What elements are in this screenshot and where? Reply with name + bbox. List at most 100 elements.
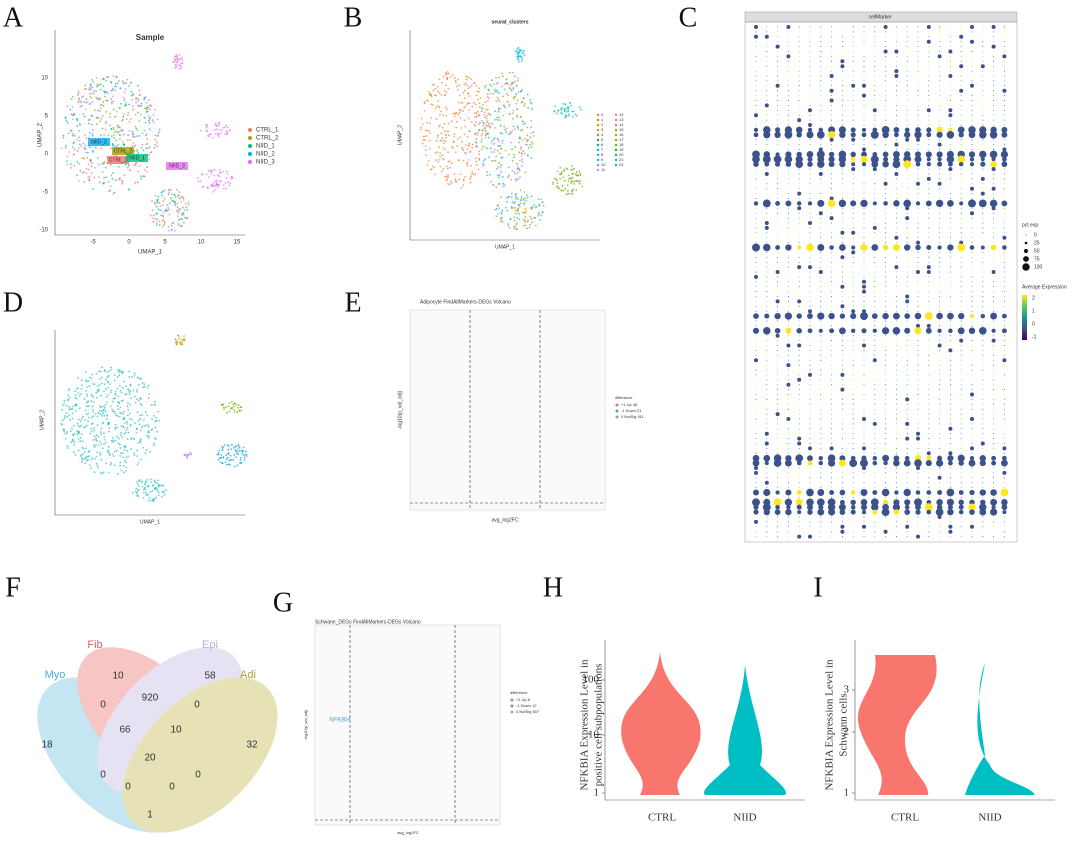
dot xyxy=(243,456,246,459)
dot xyxy=(863,325,865,327)
dot xyxy=(809,26,811,28)
dot xyxy=(895,261,897,263)
dot xyxy=(928,90,930,92)
dot xyxy=(108,370,111,373)
dot xyxy=(831,114,833,116)
dot xyxy=(971,266,973,268)
dot xyxy=(798,487,800,489)
dot xyxy=(755,369,757,371)
dot xyxy=(491,79,493,82)
dot xyxy=(464,176,466,178)
dot xyxy=(991,270,996,274)
dot xyxy=(787,232,789,234)
dot xyxy=(874,60,876,62)
dot xyxy=(82,448,85,450)
dot xyxy=(137,98,140,100)
dot xyxy=(107,381,110,383)
dot xyxy=(158,484,160,487)
dot xyxy=(928,75,930,77)
dot xyxy=(809,286,811,288)
dot xyxy=(85,137,88,140)
dot xyxy=(103,176,105,179)
dot xyxy=(766,60,768,62)
dot xyxy=(928,193,930,195)
dot xyxy=(863,349,865,351)
dot xyxy=(798,423,800,425)
dot xyxy=(990,489,997,496)
dot xyxy=(808,372,812,377)
dot xyxy=(939,291,941,293)
dot xyxy=(112,441,115,443)
dot xyxy=(230,401,233,403)
dot xyxy=(1001,313,1007,319)
dot xyxy=(946,488,955,497)
dot xyxy=(493,151,495,153)
dot xyxy=(863,433,865,435)
dot xyxy=(960,394,962,395)
dot xyxy=(949,467,951,469)
dot xyxy=(764,172,769,176)
dot xyxy=(79,425,81,428)
dot xyxy=(173,193,176,196)
dot xyxy=(958,312,965,320)
dot xyxy=(766,467,768,469)
dot xyxy=(766,281,768,283)
dot xyxy=(777,95,779,97)
dot xyxy=(885,521,887,523)
dot xyxy=(809,472,811,474)
dot xyxy=(122,456,124,459)
dot xyxy=(77,449,80,452)
dot xyxy=(99,405,101,408)
dot xyxy=(125,118,128,121)
dot xyxy=(105,110,108,113)
dot xyxy=(1003,364,1005,366)
dot xyxy=(465,75,468,78)
dot xyxy=(852,281,854,283)
dot xyxy=(874,536,876,538)
dot xyxy=(841,217,843,219)
dot xyxy=(78,395,81,397)
dot xyxy=(928,482,930,484)
dot xyxy=(174,341,177,344)
dot xyxy=(85,447,87,450)
dot xyxy=(74,390,77,393)
dot xyxy=(752,454,760,462)
dot xyxy=(797,377,802,382)
dot xyxy=(232,446,235,449)
dot xyxy=(483,163,485,166)
dot xyxy=(798,413,800,415)
dot xyxy=(143,116,146,119)
dot xyxy=(980,245,985,250)
dot xyxy=(885,291,887,293)
dot xyxy=(798,237,800,239)
dot xyxy=(136,150,139,153)
dot xyxy=(991,460,997,466)
dot xyxy=(939,193,941,195)
dot xyxy=(525,199,528,202)
dot xyxy=(892,243,900,252)
dot xyxy=(134,490,137,493)
dot xyxy=(766,261,768,263)
dot xyxy=(485,132,488,135)
dot xyxy=(496,149,499,152)
dot xyxy=(874,65,876,67)
dot xyxy=(567,180,570,183)
dot xyxy=(948,524,953,529)
dot xyxy=(960,183,962,185)
dot xyxy=(949,139,951,141)
dot xyxy=(982,291,984,293)
dot xyxy=(993,149,995,150)
dot xyxy=(960,217,962,219)
dot xyxy=(796,201,802,206)
dot xyxy=(197,180,200,183)
dot xyxy=(155,438,157,441)
dot xyxy=(939,433,941,435)
dot xyxy=(982,124,984,126)
dot xyxy=(84,419,86,421)
dot xyxy=(469,86,471,88)
dot xyxy=(123,416,125,419)
dot xyxy=(838,199,847,208)
dot xyxy=(895,452,897,454)
dot xyxy=(971,261,973,263)
dot xyxy=(243,458,246,461)
